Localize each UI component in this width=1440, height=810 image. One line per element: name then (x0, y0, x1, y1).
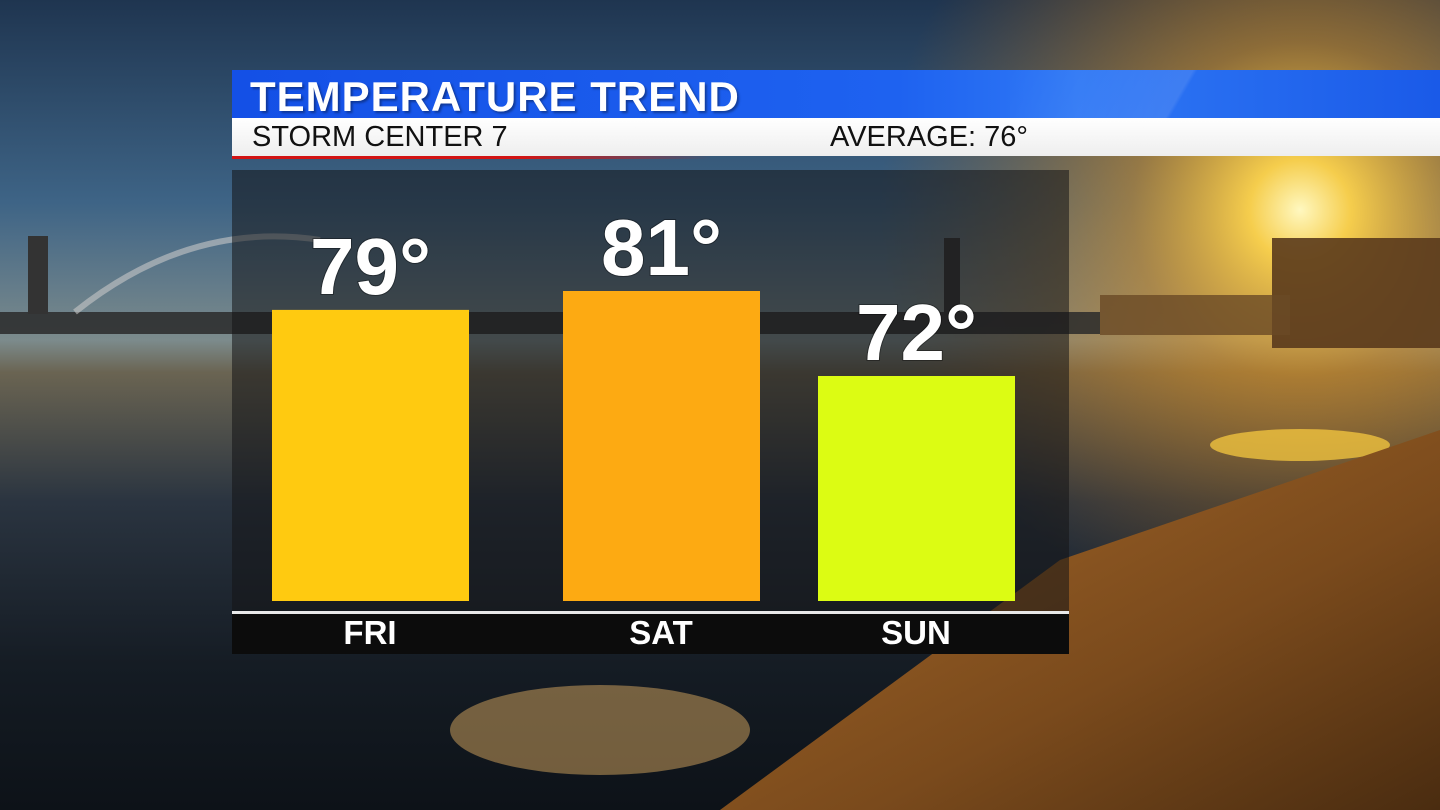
temperature-label-sat: 81° (601, 203, 722, 292)
page-title: TEMPERATURE TREND (250, 73, 740, 118)
day-label-sat: SAT (629, 614, 693, 651)
temperature-label-sun: 72° (856, 288, 977, 377)
chart-baseline (232, 611, 1069, 614)
day-label-sun: SUN (881, 614, 951, 651)
temperature-bar-sat (563, 291, 760, 601)
subtitle-bar: STORM CENTER 7 AVERAGE: 76° (232, 118, 1440, 159)
day-label-fri: FRI (343, 614, 397, 651)
station-name: STORM CENTER 7 (252, 121, 508, 153)
day-label-strip (232, 613, 1069, 654)
title-bar: TEMPERATURE TREND (232, 70, 1440, 118)
temperature-bar-sun (818, 376, 1015, 601)
average-temperature: AVERAGE: 76° (830, 121, 1029, 153)
temperature-bar-fri (272, 309, 469, 601)
temperature-label-fri: 79° (310, 222, 431, 311)
